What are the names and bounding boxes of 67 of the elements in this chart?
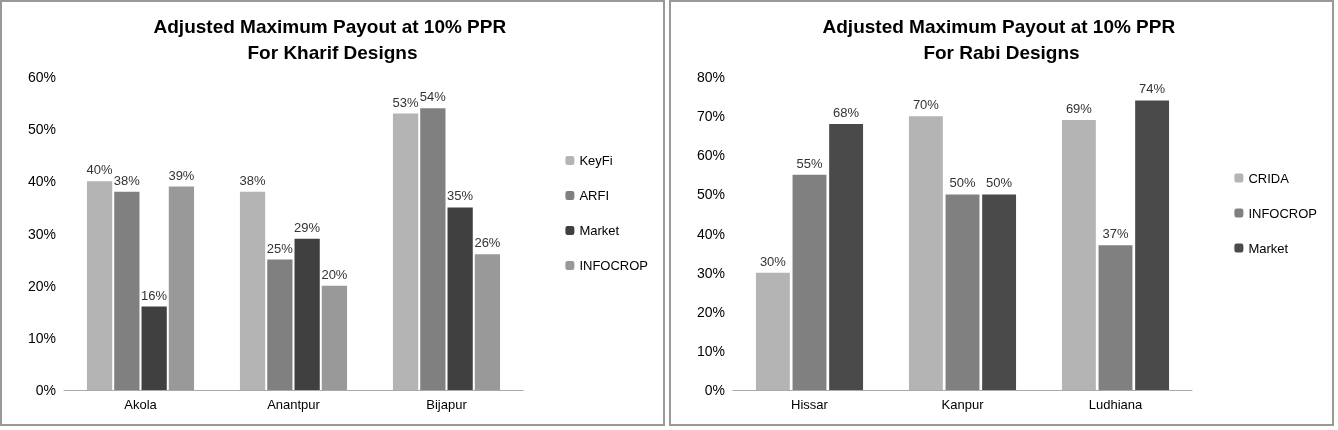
bar	[420, 108, 446, 390]
data-label: 38%	[113, 172, 141, 188]
bar	[474, 254, 501, 390]
chart-title: Adjusted Maximum Payout at 10% PPR For Kharif Designs	[153, 15, 512, 63]
data-label: 26%	[474, 235, 501, 251]
y-tick-label: 50%	[696, 186, 725, 203]
x-tick-label: Kanpur	[941, 397, 985, 412]
bar	[447, 207, 473, 390]
y-tick-label: 30%	[696, 264, 725, 281]
y-tick-label: 40%	[696, 225, 725, 242]
data-label: 68%	[833, 104, 860, 120]
bar	[1135, 100, 1170, 390]
bar	[829, 123, 864, 390]
data-label: 40%	[86, 162, 114, 178]
y-tick-label: 10%	[696, 342, 725, 359]
bar	[294, 238, 320, 390]
data-label: 39%	[168, 167, 195, 183]
y-tick-label: 20%	[27, 277, 56, 294]
y-tick-label: 0%	[704, 382, 725, 398]
bar	[792, 174, 827, 390]
chart-title: Adjusted Maximum Payout at 10% PPR For Rabi Designs	[822, 15, 1181, 63]
legend-label: KeyFi	[579, 153, 613, 168]
x-tick-label: Bijapur	[426, 397, 468, 412]
data-label: 69%	[1065, 101, 1093, 117]
bar	[1098, 245, 1133, 390]
bar	[945, 194, 980, 390]
x-tick-label: Ludhiana	[1088, 397, 1144, 412]
data-label: 29%	[294, 219, 321, 235]
data-label: 74%	[1139, 81, 1166, 97]
data-label: 30%	[759, 253, 787, 269]
y-tick-label: 60%	[696, 147, 725, 164]
bar	[141, 306, 167, 390]
y-tick-label: 50%	[27, 121, 56, 138]
bar	[982, 194, 1017, 390]
bar	[321, 285, 348, 390]
y-tick-label: 70%	[696, 108, 725, 125]
y-tick-label: 30%	[27, 225, 56, 242]
bar	[114, 191, 140, 390]
y-tick-label: 40%	[27, 173, 56, 190]
y-tick-label: 60%	[27, 69, 56, 85]
data-label: 25%	[266, 240, 294, 256]
bar	[267, 259, 293, 390]
data-label: 16%	[141, 287, 168, 303]
bar	[168, 186, 195, 390]
legend-label: CRIDA	[1248, 170, 1290, 186]
x-tick-label: Hissar	[791, 397, 829, 412]
data-label: 55%	[796, 155, 823, 171]
x-tick-label: Akola	[124, 397, 158, 412]
data-label: 20%	[321, 266, 348, 282]
y-tick-label: 20%	[696, 303, 725, 320]
data-label: 70%	[912, 97, 940, 113]
data-label: 50%	[949, 175, 976, 191]
data-label: 38%	[239, 172, 267, 188]
data-label: 54%	[419, 89, 447, 105]
legend-label: INFOCROP	[579, 258, 649, 273]
legend-label: INFOCROP	[1248, 205, 1318, 221]
data-label: 35%	[447, 188, 474, 204]
x-tick-label: Anantpur	[267, 397, 321, 412]
data-label: 50%	[986, 175, 1013, 191]
y-tick-label: 0%	[35, 382, 56, 398]
y-tick-label: 10%	[27, 329, 56, 346]
y-tick-label: 80%	[696, 69, 725, 85]
legend-label: Market	[579, 223, 620, 238]
legend-label: Market	[1248, 240, 1289, 256]
data-label: 37%	[1102, 226, 1129, 242]
data-label: 53%	[392, 94, 420, 110]
legend-label: ARFI	[579, 188, 610, 203]
